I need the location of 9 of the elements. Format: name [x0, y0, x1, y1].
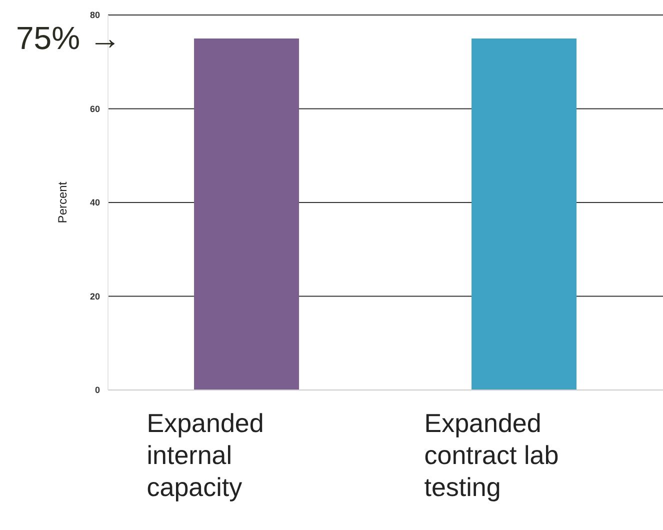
- y-tick-label: 20: [90, 291, 100, 302]
- x-tick-label: Expanded contract lab testing: [424, 408, 559, 502]
- annotation: 75% →: [16, 19, 121, 57]
- y-tick-label: 40: [90, 198, 100, 208]
- y-tick-label: 80: [90, 10, 100, 20]
- x-tick-label: Expanded internal capacity: [146, 408, 264, 502]
- y-tick-label: 60: [90, 104, 100, 114]
- y-axis-title: Percent: [55, 181, 70, 224]
- y-tick-label: 0: [94, 385, 100, 396]
